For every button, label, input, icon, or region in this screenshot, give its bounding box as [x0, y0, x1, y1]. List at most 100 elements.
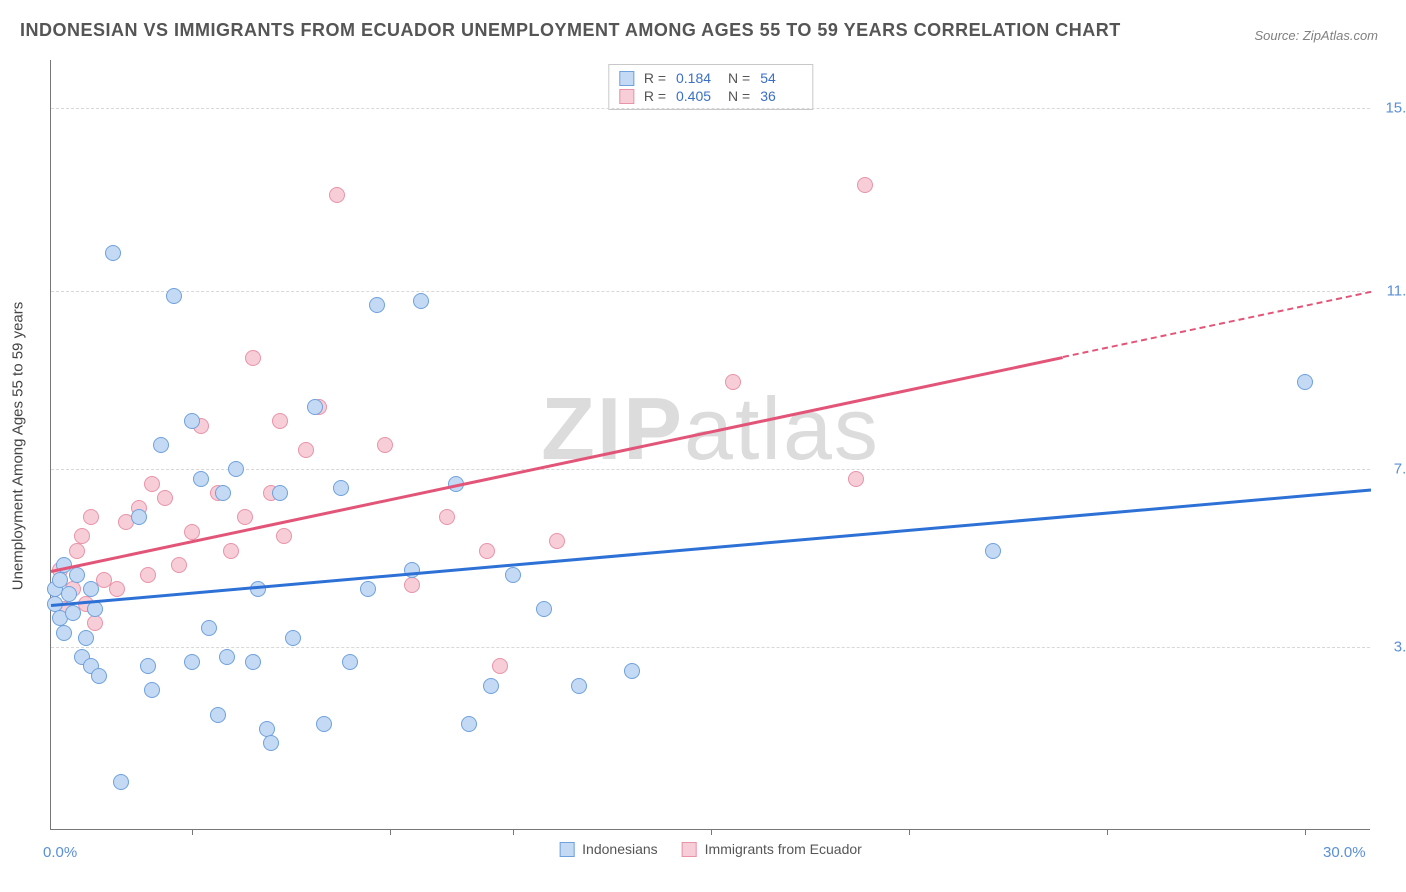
x-tick-mark — [909, 829, 910, 835]
y-tick-label: 15.0% — [1385, 100, 1406, 117]
data-point-blue — [316, 716, 332, 732]
y-tick-label: 7.5% — [1394, 461, 1406, 478]
series-legend: Indonesians Immigrants from Ecuador — [559, 841, 862, 857]
data-point-blue — [144, 682, 160, 698]
data-point-pink — [237, 509, 253, 525]
data-point-blue — [91, 668, 107, 684]
data-point-blue — [201, 620, 217, 636]
data-point-blue — [166, 288, 182, 304]
data-point-pink — [144, 476, 160, 492]
trend-line-extrapolated — [1063, 291, 1371, 358]
r-label: R = — [644, 70, 666, 86]
data-point-pink — [171, 557, 187, 573]
data-point-pink — [549, 533, 565, 549]
data-point-blue — [69, 567, 85, 583]
data-point-blue — [272, 485, 288, 501]
legend-label: Immigrants from Ecuador — [705, 841, 862, 857]
data-point-pink — [276, 528, 292, 544]
y-tick-label: 3.8% — [1394, 639, 1406, 656]
data-point-blue — [250, 581, 266, 597]
data-point-blue — [263, 735, 279, 751]
scatter-plot-area: ZIPatlas R =0.184N =54R =0.405N =36 Indo… — [50, 60, 1370, 830]
data-point-blue — [140, 658, 156, 674]
data-point-pink — [479, 543, 495, 559]
r-label: R = — [644, 88, 666, 104]
data-point-blue — [83, 581, 99, 597]
data-point-pink — [245, 350, 261, 366]
data-point-blue — [483, 678, 499, 694]
data-point-blue — [369, 297, 385, 313]
trend-line — [51, 488, 1371, 606]
data-point-blue — [78, 630, 94, 646]
gridline — [51, 108, 1370, 109]
data-point-blue — [571, 678, 587, 694]
data-point-pink — [69, 543, 85, 559]
data-point-blue — [342, 654, 358, 670]
data-point-pink — [848, 471, 864, 487]
data-point-pink — [109, 581, 125, 597]
data-point-blue — [65, 605, 81, 621]
correlation-stats-box: R =0.184N =54R =0.405N =36 — [608, 64, 813, 110]
y-tick-label: 11.2% — [1387, 283, 1406, 300]
r-value: 0.184 — [676, 70, 718, 86]
gridline — [51, 291, 1370, 292]
data-point-pink — [439, 509, 455, 525]
data-point-pink — [83, 509, 99, 525]
x-tick-mark — [1107, 829, 1108, 835]
data-point-blue — [228, 461, 244, 477]
data-point-pink — [298, 442, 314, 458]
x-tick-label: 0.0% — [43, 844, 77, 861]
legend-label: Indonesians — [582, 841, 658, 857]
legend-item-blue: Indonesians — [559, 841, 658, 857]
swatch-blue-icon — [559, 842, 574, 857]
data-point-blue — [219, 649, 235, 665]
data-point-blue — [153, 437, 169, 453]
x-tick-mark — [390, 829, 391, 835]
data-point-pink — [74, 528, 90, 544]
data-point-blue — [461, 716, 477, 732]
data-point-blue — [333, 480, 349, 496]
data-point-blue — [536, 601, 552, 617]
data-point-blue — [52, 572, 68, 588]
data-point-blue — [404, 562, 420, 578]
x-tick-mark — [513, 829, 514, 835]
data-point-blue — [1297, 374, 1313, 390]
n-value: 36 — [760, 88, 802, 104]
swatch-pink-icon — [682, 842, 697, 857]
data-point-blue — [624, 663, 640, 679]
data-point-blue — [131, 509, 147, 525]
data-point-pink — [157, 490, 173, 506]
data-point-pink — [184, 524, 200, 540]
x-tick-label: 30.0% — [1323, 844, 1366, 861]
data-point-pink — [272, 413, 288, 429]
data-point-blue — [184, 654, 200, 670]
gridline — [51, 469, 1370, 470]
n-value: 54 — [760, 70, 802, 86]
data-point-blue — [61, 586, 77, 602]
gridline — [51, 647, 1370, 648]
data-point-pink — [404, 577, 420, 593]
data-point-pink — [140, 567, 156, 583]
data-point-blue — [210, 707, 226, 723]
watermark-light: atlas — [684, 379, 880, 478]
swatch-pink-icon — [619, 89, 634, 104]
data-point-blue — [184, 413, 200, 429]
data-point-blue — [105, 245, 121, 261]
data-point-blue — [307, 399, 323, 415]
data-point-pink — [725, 374, 741, 390]
x-tick-mark — [711, 829, 712, 835]
data-point-pink — [223, 543, 239, 559]
y-axis-label: Unemployment Among Ages 55 to 59 years — [10, 302, 27, 591]
data-point-blue — [360, 581, 376, 597]
data-point-blue — [193, 471, 209, 487]
data-point-blue — [285, 630, 301, 646]
data-point-blue — [505, 567, 521, 583]
data-point-blue — [56, 625, 72, 641]
n-label: N = — [728, 70, 750, 86]
x-tick-mark — [1305, 829, 1306, 835]
data-point-pink — [377, 437, 393, 453]
data-point-blue — [215, 485, 231, 501]
stats-row-blue: R = 0.184 N = 54 — [619, 69, 802, 87]
data-point-blue — [113, 774, 129, 790]
swatch-blue-icon — [619, 71, 634, 86]
